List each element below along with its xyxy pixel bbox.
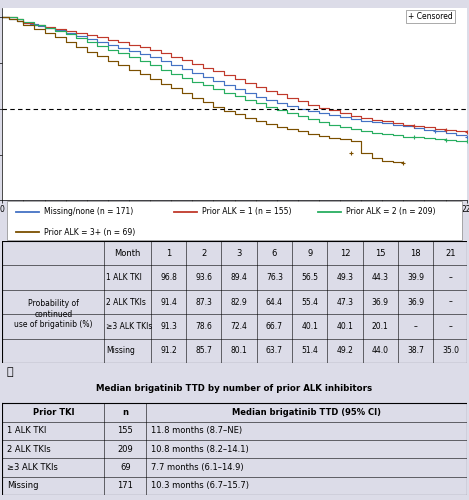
Text: 2: 2	[201, 249, 206, 258]
Text: Ⓑ: Ⓑ	[7, 367, 14, 377]
Text: 36.9: 36.9	[372, 298, 389, 306]
Text: –: –	[414, 322, 417, 331]
Text: 39.9: 39.9	[407, 273, 424, 282]
Text: + Censored: + Censored	[408, 12, 453, 22]
Text: –: –	[449, 298, 453, 306]
Text: 78.6: 78.6	[196, 322, 212, 331]
Text: Missing: Missing	[106, 346, 135, 356]
Text: 66.7: 66.7	[266, 322, 283, 331]
Text: Prior TKI: Prior TKI	[33, 408, 74, 417]
Text: 51.4: 51.4	[301, 346, 318, 356]
Text: ≥3 ALK TKIs: ≥3 ALK TKIs	[7, 463, 58, 472]
Text: 93.6: 93.6	[196, 273, 212, 282]
Text: 89.4: 89.4	[231, 273, 248, 282]
Text: 10.3 months (6.7–15.7): 10.3 months (6.7–15.7)	[151, 482, 249, 490]
Text: –: –	[449, 322, 453, 331]
Text: 69: 69	[120, 463, 131, 472]
Text: 36.9: 36.9	[407, 298, 424, 306]
Text: 91.4: 91.4	[160, 298, 177, 306]
Text: 155: 155	[118, 426, 133, 436]
Text: ≥3 ALK TKIs: ≥3 ALK TKIs	[106, 322, 153, 331]
Text: 1: 1	[166, 249, 171, 258]
Text: 9: 9	[307, 249, 312, 258]
Text: 49.3: 49.3	[336, 273, 354, 282]
Text: 80.1: 80.1	[231, 346, 248, 356]
Text: 85.7: 85.7	[196, 346, 212, 356]
Text: 2 ALK TKIs: 2 ALK TKIs	[106, 298, 146, 306]
Text: Prior ALK = 2 (n = 209): Prior ALK = 2 (n = 209)	[346, 208, 435, 216]
Text: 6: 6	[272, 249, 277, 258]
Text: 64.4: 64.4	[266, 298, 283, 306]
Text: Probability of
continued
use of brigatinib (%): Probability of continued use of brigatin…	[14, 300, 93, 329]
Text: 55.4: 55.4	[301, 298, 318, 306]
Text: Missing/none (n = 171): Missing/none (n = 171)	[44, 208, 133, 216]
Text: 18: 18	[410, 249, 421, 258]
Text: 63.7: 63.7	[266, 346, 283, 356]
Text: Prior ALK = 1 (n = 155): Prior ALK = 1 (n = 155)	[202, 208, 292, 216]
Text: 1 ALK TKI: 1 ALK TKI	[7, 426, 46, 436]
Text: Missing: Missing	[7, 482, 38, 490]
X-axis label: Months from drug start discontinue: Months from drug start discontinue	[144, 217, 325, 226]
Text: –: –	[449, 273, 453, 282]
Text: 11.8 months (8.7–NE): 11.8 months (8.7–NE)	[151, 426, 242, 436]
Text: 209: 209	[118, 444, 133, 454]
Text: 44.0: 44.0	[372, 346, 389, 356]
Text: 56.5: 56.5	[301, 273, 318, 282]
Text: 72.4: 72.4	[231, 322, 248, 331]
Text: 47.3: 47.3	[336, 298, 354, 306]
Text: 96.8: 96.8	[160, 273, 177, 282]
Text: 171: 171	[117, 482, 133, 490]
Text: 40.1: 40.1	[337, 322, 354, 331]
Text: Month: Month	[114, 249, 141, 258]
Text: 12: 12	[340, 249, 350, 258]
Text: n: n	[122, 408, 129, 417]
Text: 7.7 months (6.1–14.9): 7.7 months (6.1–14.9)	[151, 463, 243, 472]
Text: 40.1: 40.1	[301, 322, 318, 331]
Text: 76.3: 76.3	[266, 273, 283, 282]
Text: 82.9: 82.9	[231, 298, 248, 306]
Text: 3: 3	[236, 249, 242, 258]
Text: 10.8 months (8.2–14.1): 10.8 months (8.2–14.1)	[151, 444, 249, 454]
Text: 44.3: 44.3	[372, 273, 389, 282]
Text: 15: 15	[375, 249, 386, 258]
Text: 21: 21	[446, 249, 456, 258]
Text: 91.2: 91.2	[160, 346, 177, 356]
Text: 35.0: 35.0	[442, 346, 459, 356]
Text: 2 ALK TKIs: 2 ALK TKIs	[7, 444, 51, 454]
Text: 49.2: 49.2	[337, 346, 354, 356]
Text: 1 ALK TKI: 1 ALK TKI	[106, 273, 142, 282]
Text: Median brigatinib TTD (95% CI): Median brigatinib TTD (95% CI)	[232, 408, 381, 417]
Text: 38.7: 38.7	[407, 346, 424, 356]
Text: Prior ALK = 3+ (n = 69): Prior ALK = 3+ (n = 69)	[44, 228, 136, 236]
Text: 20.1: 20.1	[372, 322, 389, 331]
Text: Median brigatinib TTD by number of prior ALK inhibitors: Median brigatinib TTD by number of prior…	[97, 384, 372, 394]
Text: 87.3: 87.3	[196, 298, 212, 306]
Text: 91.3: 91.3	[160, 322, 177, 331]
